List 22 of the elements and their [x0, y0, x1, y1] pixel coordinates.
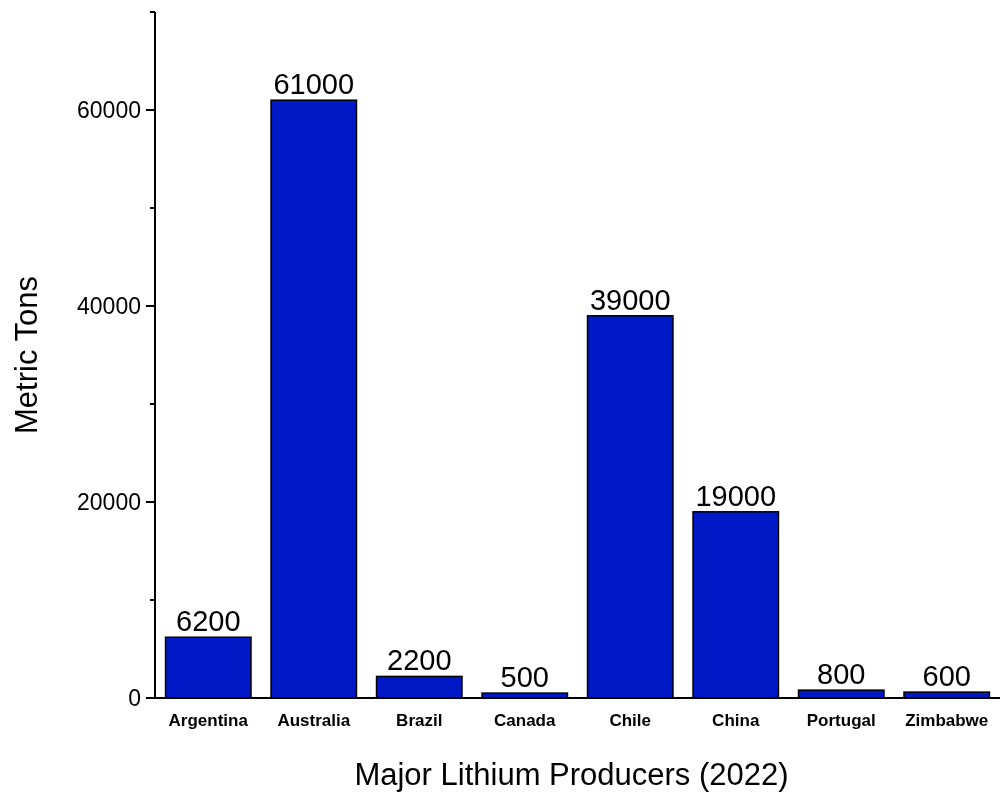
y-tick-label: 40000 [77, 293, 141, 320]
y-tick-label: 20000 [77, 489, 141, 516]
x-tick-label: Zimbabwe [905, 711, 989, 730]
data-label: 19000 [695, 479, 777, 512]
x-tick-label: Argentina [168, 711, 249, 730]
data-label: 800 [817, 658, 866, 691]
x-tick-label: Brazil [396, 711, 443, 730]
data-label: 6200 [176, 605, 241, 638]
x-tick-label: Portugal [806, 711, 876, 730]
data-label: 2200 [387, 644, 452, 677]
data-label: 600 [922, 660, 971, 693]
x-axis-title: Major Lithium Producers (2022) [354, 757, 789, 792]
data-label: 500 [500, 661, 549, 694]
data-label: 39000 [589, 283, 671, 316]
y-tick-label: 0 [128, 685, 141, 712]
x-tick-label: China [712, 711, 760, 730]
x-tick-label: Canada [494, 711, 556, 730]
y-tick-label: 60000 [77, 97, 141, 124]
data-label: 61000 [273, 68, 355, 101]
x-tick-label: Australia [277, 711, 351, 730]
x-tick-label: Chile [609, 711, 652, 730]
y-axis-title: Metric Tons [9, 276, 44, 434]
